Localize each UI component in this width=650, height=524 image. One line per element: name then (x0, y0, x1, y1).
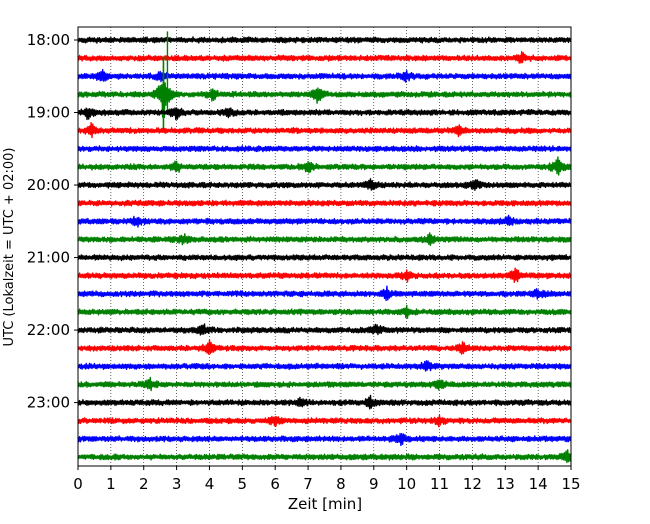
x-tick-label: 15 (561, 475, 580, 493)
trace-2230 (77, 360, 572, 372)
plot-frame (77, 26, 572, 467)
trace-2015 (77, 199, 572, 207)
x-tick-label: 1 (106, 475, 116, 493)
x-tick-label: 4 (205, 475, 215, 493)
x-tick-label: 13 (496, 475, 515, 493)
y-axis-label: UTC (Lokalzeit = UTC + 02:00) (2, 148, 17, 347)
x-tick-label: 2 (139, 475, 149, 493)
trace-2000 (77, 178, 572, 191)
x-tick-label: 8 (336, 475, 346, 493)
trace-2215 (77, 339, 572, 355)
trace-2330 (77, 432, 572, 447)
x-tick-label: 9 (369, 475, 379, 493)
x-tick-label: 14 (529, 475, 548, 493)
y-tick-label: 19:00 (27, 104, 70, 122)
trace-1815 (77, 51, 572, 64)
x-axis-ticks: 0 1 2 3 4 5 6 7 8 9 10 11 12 13 14 15 (73, 466, 581, 493)
x-tick-label: 11 (430, 475, 449, 493)
trace-2100 (77, 254, 572, 262)
trace-2045 (77, 232, 572, 246)
trace-2030 (77, 214, 572, 228)
trace-1900 (77, 107, 572, 121)
trace-1945 (77, 156, 572, 176)
y-tick-label: 21:00 (27, 249, 70, 267)
trace-1830 (77, 69, 572, 83)
trace-2345 (77, 449, 572, 464)
trace-1800 (77, 36, 572, 44)
y-tick-label: 23:00 (27, 394, 70, 412)
trace-2300 (77, 394, 572, 410)
x-tick-label: 5 (238, 475, 248, 493)
x-tick-label: 10 (397, 475, 416, 493)
grid-lines (110, 27, 539, 466)
y-axis-ticks: 18:00 19:00 20:00 21:00 22:00 23:00 (27, 31, 78, 412)
trace-2245 (77, 376, 572, 392)
x-tick-label: 6 (270, 475, 280, 493)
trace-2115 (77, 267, 572, 283)
trace-1845 (77, 72, 572, 119)
x-axis-label: Zeit [min] (288, 495, 362, 513)
x-tick-label: 7 (303, 475, 313, 493)
x-tick-label: 0 (73, 475, 83, 493)
y-tick-label: 18:00 (27, 31, 70, 49)
trace-group (77, 31, 572, 464)
trace-1915 (77, 122, 572, 139)
x-tick-label: 3 (172, 475, 182, 493)
trace-2130 (77, 285, 572, 302)
trace-1930 (77, 145, 572, 153)
trace-2315 (77, 414, 572, 428)
trace-2200 (77, 323, 572, 336)
x-tick-label: 12 (463, 475, 482, 493)
y-tick-label: 22:00 (27, 321, 70, 339)
y-tick-label: 20:00 (27, 176, 70, 194)
trace-2145 (77, 304, 572, 319)
